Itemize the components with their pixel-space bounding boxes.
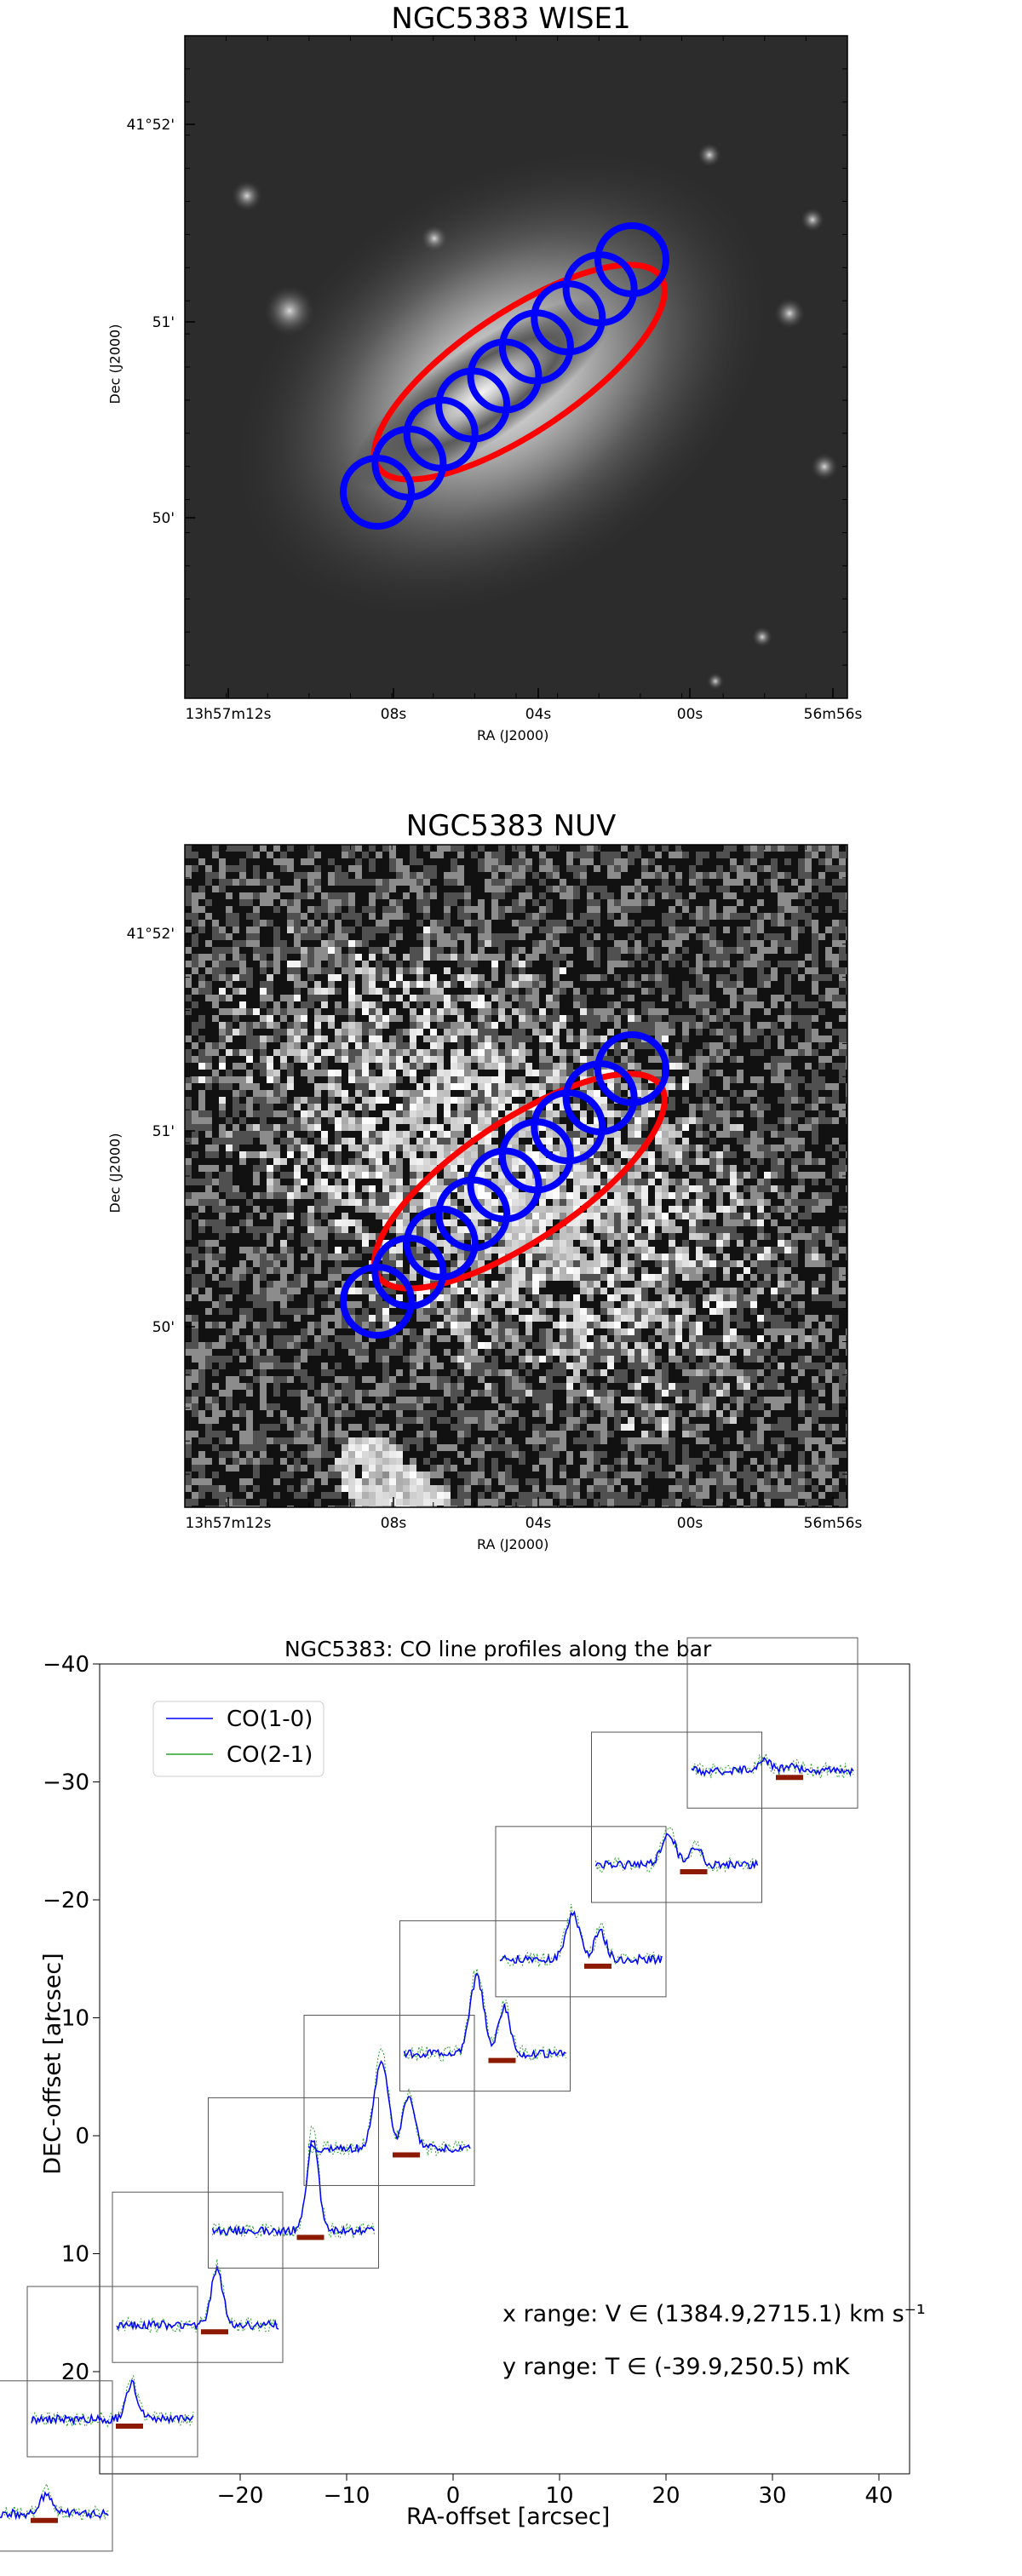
- inset-frame: [112, 2191, 284, 2363]
- spectrum-inset: [495, 1826, 667, 1998]
- wise-xlabel: RA (J2000): [477, 727, 549, 743]
- spectrum-inset: [208, 2097, 379, 2269]
- co10-spectrum: [211, 2139, 376, 2237]
- nuv-xlabel: RA (J2000): [477, 1536, 549, 1552]
- spectrum-inset: [686, 1637, 858, 1809]
- x-tick-label: −10: [324, 2483, 370, 2509]
- co21-spectrum: [212, 2125, 375, 2239]
- star-source: [774, 298, 805, 329]
- y-tick-label: −10: [43, 2006, 89, 2032]
- legend: CO(1-0) CO(2-1): [152, 1701, 324, 1777]
- x-tick-label: 00s: [677, 1515, 703, 1532]
- x-range-annotation: x range: V ∈ (1384.9,2715.1) km s⁻¹: [502, 2301, 926, 2327]
- co10-spectrum: [31, 2379, 194, 2426]
- nuv-ylabel: Dec (J2000): [106, 1133, 123, 1213]
- y-tick-label: 0: [75, 2124, 89, 2149]
- x-tick-label: 56m56s: [804, 1515, 863, 1532]
- co21-spectrum: [595, 1827, 758, 1873]
- spectrum-inset: [591, 1731, 762, 1903]
- x-tick-label: 30: [758, 2483, 786, 2509]
- y-tick-label: 10: [61, 2242, 89, 2268]
- x-tick-label: 08s: [381, 706, 407, 723]
- star-source: [752, 627, 772, 647]
- nuv-title: NGC5383 NUV: [405, 809, 617, 843]
- legend-box: [152, 1701, 324, 1777]
- y-tick-label: −40: [43, 1652, 89, 1678]
- spectrum-inset: [303, 2014, 475, 2186]
- y-tick-label: 50': [152, 1319, 175, 1336]
- star-source: [707, 673, 724, 690]
- x-tick-label: 56m56s: [804, 706, 863, 723]
- y-range-annotation: y range: T ∈ (-39.9,250.5) mK: [502, 2354, 850, 2380]
- y-tick-label: 50': [152, 510, 175, 527]
- star-source: [801, 208, 824, 232]
- aperture-circle: [594, 1031, 669, 1106]
- inset-frame: [591, 1731, 762, 1903]
- co21-spectrum: [0, 2482, 109, 2522]
- wise-image: [185, 36, 847, 698]
- wise-image-panel: 13h57m12s 08s 04s 00s 56m56s 41°52' 51' 50': [127, 35, 863, 723]
- y-tick-label: 51': [152, 314, 175, 331]
- spectrum-inset: [112, 2191, 284, 2363]
- co-title: NGC5383: CO line profiles along the bar: [284, 1637, 712, 1661]
- star-source: [232, 181, 262, 211]
- co-xlabel: RA-offset [arcsec]: [406, 2504, 611, 2530]
- y-tick-label: −20: [43, 1888, 89, 1913]
- plot-frame: [99, 1663, 910, 2475]
- co-ylabel: DEC-offset [arcsec]: [39, 1953, 66, 2175]
- co10-spectrum: [499, 1910, 663, 1965]
- x-tick-label: 13h57m12s: [185, 1515, 271, 1532]
- x-tick-label: 13h57m12s: [185, 706, 271, 723]
- star-source: [698, 143, 721, 167]
- inset-frame: [0, 2380, 113, 2552]
- co21-spectrum: [116, 2258, 279, 2334]
- co10-spectrum: [403, 1972, 566, 2060]
- x-tick-label: 40: [864, 2483, 893, 2509]
- y-tick-label: 41°52': [127, 117, 175, 134]
- star-source: [264, 285, 315, 336]
- legend-label: CO(1-0): [227, 1707, 313, 1732]
- nuv-image: [185, 845, 847, 1507]
- inset-frame: [399, 1920, 571, 2092]
- inset-frame: [686, 1637, 858, 1809]
- star-source: [811, 453, 838, 480]
- wise-ylabel: Dec (J2000): [106, 324, 123, 404]
- co10-spectrum: [0, 2491, 109, 2521]
- legend-label: CO(2-1): [227, 1742, 313, 1768]
- x-tick-label: 0: [446, 2483, 461, 2509]
- x-tick-label: 08s: [381, 1515, 407, 1532]
- spectrum-inset: [0, 2380, 113, 2552]
- co10-spectrum: [116, 2264, 279, 2332]
- inset-frame: [495, 1826, 667, 1998]
- co10-spectrum: [691, 1756, 854, 1777]
- x-tick-label: 20: [652, 2483, 680, 2509]
- x-tick-label: 04s: [525, 706, 552, 723]
- spectrum-inset: [399, 1920, 571, 2092]
- co-profile-panel: −20 −10 0 10 20 30 40−40−30−20−1001020CO(1-0)C…: [0, 1637, 910, 2552]
- inset-frame: [208, 2097, 379, 2269]
- co10-spectrum: [307, 2060, 471, 2154]
- y-tick-label: 41°52': [127, 926, 175, 943]
- inset-frame: [303, 2014, 475, 2186]
- wise-title: NGC5383 WISE1: [391, 2, 631, 36]
- co21-spectrum: [404, 1968, 566, 2063]
- star-source: [421, 225, 448, 252]
- x-tick-label: 04s: [525, 1515, 552, 1532]
- x-tick-label: −20: [217, 2483, 264, 2509]
- y-tick-label: −30: [43, 1770, 89, 1796]
- co10-spectrum: [594, 1833, 759, 1871]
- nuv-image-panel: 13h57m12s 08s 04s 00s 56m56s 41°52' 51' 50': [127, 844, 863, 1532]
- y-tick-label: 51': [152, 1123, 175, 1140]
- x-tick-label: 10: [545, 2483, 573, 2509]
- co21-spectrum: [307, 2047, 471, 2157]
- y-tick-label: 20: [61, 2360, 89, 2385]
- x-tick-label: 00s: [677, 706, 703, 723]
- aperture-circle: [594, 222, 669, 297]
